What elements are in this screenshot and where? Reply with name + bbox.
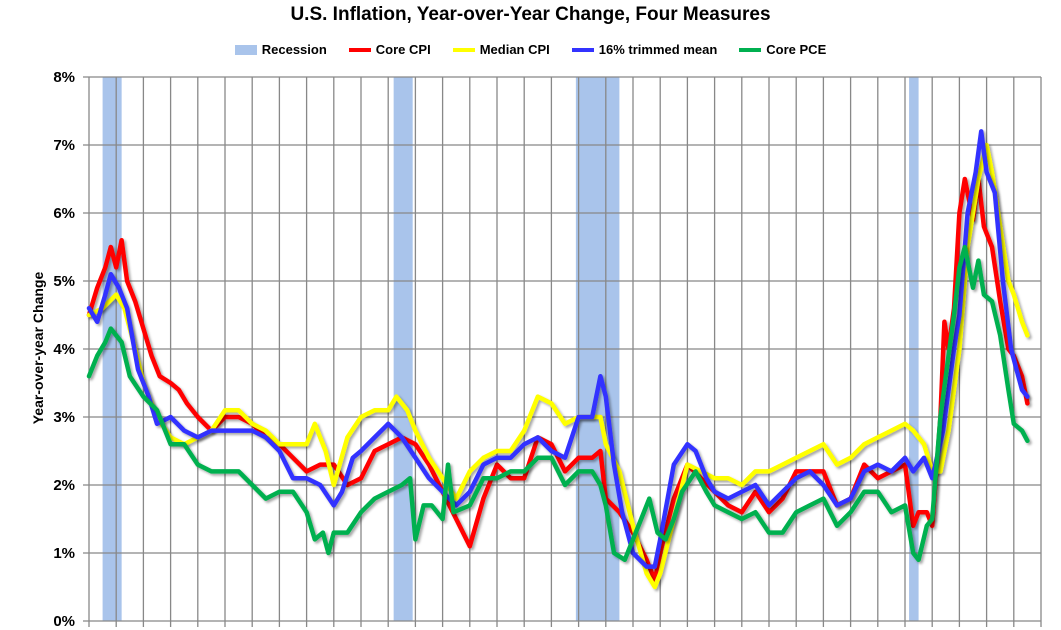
y-tick-label: 3% [53, 409, 75, 426]
legend-item-trimmed-mean: 16% trimmed mean [571, 42, 718, 57]
series-line-core-pce [86, 244, 1030, 563]
y-tick-label: 7% [53, 137, 75, 154]
legend-swatch-median-cpi [452, 47, 475, 52]
legend-swatch-core-pce [739, 47, 762, 52]
y-tick-label: 2% [53, 477, 75, 494]
legend-label-trimmed-mean: 16% trimmed mean [598, 42, 718, 57]
series-line-core-cpi [86, 176, 1030, 583]
legend-item-median-cpi: Median CPI [452, 42, 550, 57]
legend-label-recession: Recession [261, 42, 327, 57]
legend-label-core-pce: Core PCE [766, 42, 827, 57]
y-tick-label: 6% [53, 205, 75, 222]
chart-title: U.S. Inflation, Year-over-Year Change, F… [290, 4, 771, 25]
legend-label-core-cpi: Core CPI [375, 42, 431, 57]
legend-swatch-core-cpi [348, 47, 371, 52]
y-tick-label: 1% [53, 545, 75, 562]
series-line-median-cpi [86, 142, 1030, 590]
legend-item-core-cpi: Core CPI [348, 42, 431, 57]
y-tick-label: 0% [53, 613, 75, 630]
series-line-16-trimmed-mean [86, 129, 1030, 569]
legend-swatch-trimmed-mean [571, 47, 594, 52]
legend: Recession Core CPI Median CPI 16% trimme… [0, 42, 1061, 57]
legend-label-median-cpi: Median CPI [479, 42, 550, 57]
y-tick-label: 5% [53, 273, 75, 290]
y-tick-label: 4% [53, 341, 75, 358]
legend-item-core-pce: Core PCE [739, 42, 826, 57]
legend-item-recession: Recession [234, 42, 327, 57]
legend-swatch-recession [234, 44, 257, 55]
y-tick-label: 8% [53, 69, 75, 86]
